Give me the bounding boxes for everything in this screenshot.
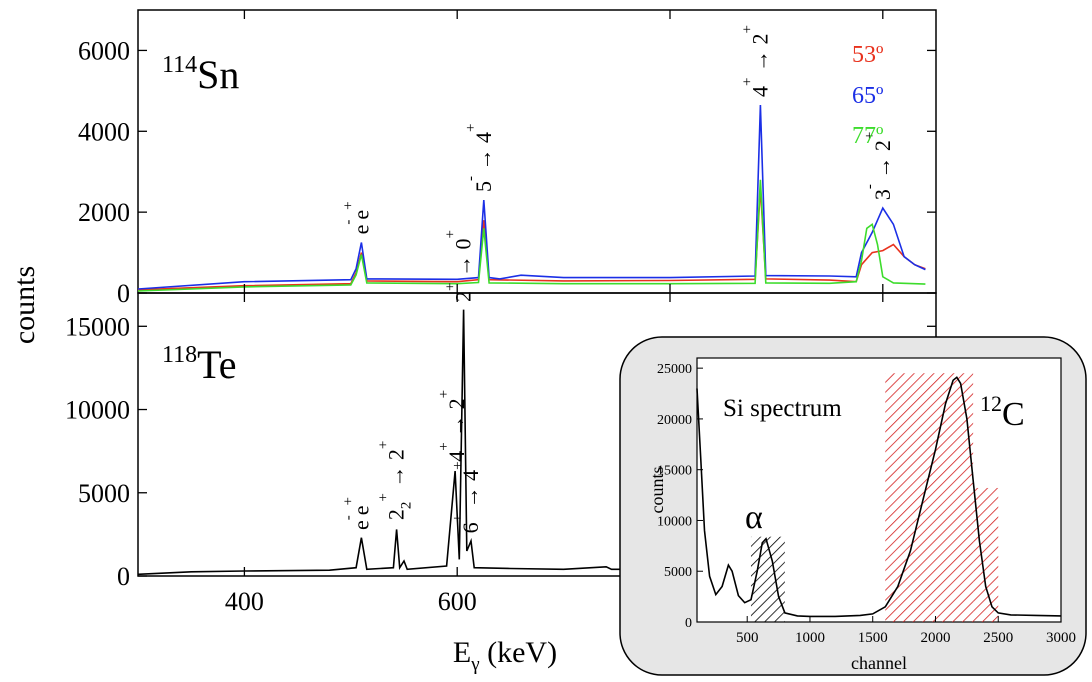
te118-title: 118Te — [162, 342, 237, 387]
transition-label: 2+ → 0+ — [443, 230, 476, 302]
transition-label: 5- → 4+ — [463, 124, 496, 192]
legend-77: 77º — [852, 123, 884, 149]
inset-y-tick-label: 0 — [685, 616, 692, 631]
inset-x-tick-label: 2000 — [920, 630, 950, 646]
y-tick-label: 2000 — [78, 198, 130, 227]
alpha-gate — [750, 536, 785, 622]
series-line-65º — [137, 104, 926, 290]
carbon-label: 12C — [980, 391, 1025, 433]
sn114-y-ticks: 0 2000 4000 6000 — [78, 36, 936, 308]
x-axis-label: Eγ (keV) — [453, 636, 557, 675]
transition-label: 4+ → 2+ — [739, 25, 772, 97]
y-tick-label: 0 — [117, 279, 130, 308]
panel-sn114: 0 2000 4000 6000 e-e+ 5- → 4+ 4+ → 2+ 3- → 2+ 2… — [78, 9, 937, 308]
series-line-spectrum — [696, 376, 1062, 618]
sn114-series-group — [137, 104, 926, 292]
y-tick-label: 5000 — [78, 479, 130, 508]
y-tick-label: 6000 — [78, 36, 130, 65]
x-tick-label: 600 — [438, 587, 477, 616]
transition-label: 22+ → 2+ — [376, 441, 415, 520]
alpha-label: α — [745, 499, 763, 536]
transition-label: 6+ → 4+ — [450, 461, 483, 533]
si-spectrum-inset: 500 1000 1500 2000 2500 3000 0 5000 10000 15000 20… — [619, 336, 1087, 676]
y-axis-label: counts — [8, 266, 41, 344]
inset-y-label: counts — [647, 467, 667, 514]
transition-label: 4+ → 2+ — [436, 390, 469, 462]
sn114-annotations: e-e+5- → 4+4+ → 2+3- → 2+2+ → 0+ — [340, 25, 895, 234]
inset-y-tick-label: 10000 — [657, 514, 692, 529]
legend-65: 65º — [852, 83, 884, 109]
y-tick-label: 10000 — [65, 396, 130, 425]
y-tick-label: 4000 — [78, 117, 130, 146]
inset-y-tick-label: 25000 — [657, 362, 692, 377]
inset-series-group — [696, 376, 1062, 618]
te118-y-ticks: 0 5000 10000 15000 — [65, 312, 936, 591]
te118-annotations: e-e+22+ → 2+ 4+ → 2+ 2+ → 0+ 6+ → 4+ — [340, 230, 483, 533]
panel-frame — [137, 9, 937, 294]
inset-y-tick-label: 15000 — [657, 464, 692, 479]
inset-x-tick-label: 2500 — [983, 630, 1013, 646]
inset-x-label: channel — [851, 653, 907, 673]
inset-y-tick-label: 20000 — [657, 413, 692, 428]
x-tick-label: 400 — [225, 587, 264, 616]
inset-x-tick-label: 1000 — [795, 630, 825, 646]
transition-label: e-e+ — [340, 201, 373, 234]
inset-x-tick-label: 1500 — [858, 630, 888, 646]
inset-ticks: 500 1000 1500 2000 2500 3000 0 5000 10000 15000 20… — [657, 362, 1076, 646]
transition-label: 3- → 2+ — [862, 132, 895, 200]
transition-label: e-e+ — [340, 497, 373, 530]
series-line-77º — [137, 179, 926, 292]
y-tick-label: 0 — [117, 562, 130, 591]
series-line-53º — [137, 187, 926, 291]
sn114-title: 114Sn — [162, 52, 239, 97]
sn114-legend: 53º 65º 77º — [852, 42, 884, 149]
inset-y-tick-label: 5000 — [664, 565, 692, 580]
carbon-gate — [973, 487, 999, 622]
legend-53: 53º — [852, 42, 884, 68]
inset-x-tick-label: 3000 — [1046, 630, 1076, 646]
inset-x-tick-label: 500 — [736, 630, 759, 646]
inset-title: Si spectrum — [723, 395, 842, 422]
y-tick-label: 15000 — [65, 312, 130, 341]
